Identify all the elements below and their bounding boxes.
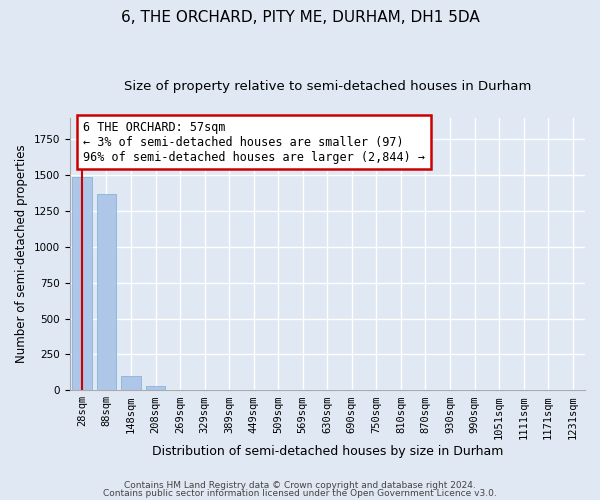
Y-axis label: Number of semi-detached properties: Number of semi-detached properties (15, 144, 28, 364)
Bar (72, 176, 92, 390)
Title: Size of property relative to semi-detached houses in Durham: Size of property relative to semi-detach… (124, 80, 531, 93)
Bar (121, 376, 141, 390)
Text: Contains HM Land Registry data © Crown copyright and database right 2024.: Contains HM Land Registry data © Crown c… (124, 481, 476, 490)
Bar (97, 194, 116, 390)
X-axis label: Distribution of semi-detached houses by size in Durham: Distribution of semi-detached houses by … (152, 444, 503, 458)
Text: 6 THE ORCHARD: 57sqm
← 3% of semi-detached houses are smaller (97)
96% of semi-d: 6 THE ORCHARD: 57sqm ← 3% of semi-detach… (83, 120, 425, 164)
Text: Contains public sector information licensed under the Open Government Licence v3: Contains public sector information licen… (103, 488, 497, 498)
Bar (146, 386, 166, 390)
Text: 6, THE ORCHARD, PITY ME, DURHAM, DH1 5DA: 6, THE ORCHARD, PITY ME, DURHAM, DH1 5DA (121, 10, 479, 25)
